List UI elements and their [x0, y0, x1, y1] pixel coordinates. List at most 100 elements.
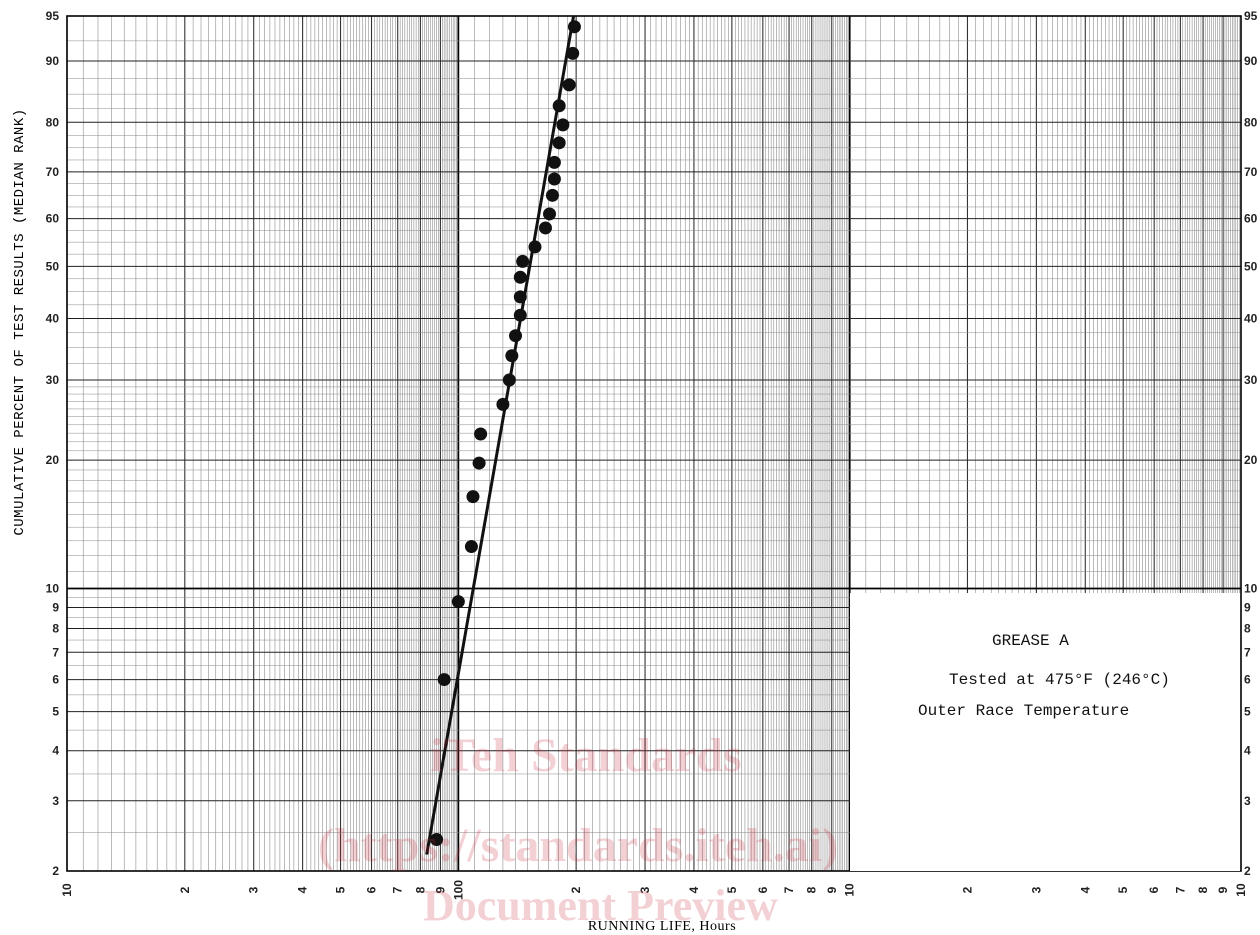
data-point-25: [566, 46, 580, 60]
x-tick-label-26: 9: [1216, 886, 1230, 893]
x-tick-label-24: 7: [1173, 886, 1187, 893]
watermark-line-3: Document Preview: [423, 881, 778, 930]
data-point-18: [545, 188, 559, 202]
y-tick-label-left-7: 9: [52, 600, 59, 614]
fit-line: [425, 15, 576, 855]
watermark-line-1: iTeh Standards: [430, 729, 742, 782]
data-point-7: [496, 397, 510, 411]
x-tick-label-22: 5: [1116, 886, 1130, 893]
y-tick-label-right-16: 90: [1244, 54, 1258, 68]
y-tick-label-right-7: 9: [1244, 600, 1251, 614]
data-point-20: [547, 155, 561, 169]
x-tick-label-0: 10: [60, 883, 74, 897]
legend-title: GREASE A: [992, 632, 1069, 650]
y-tick-label-right-17: 95: [1244, 9, 1258, 23]
x-tick-label-6: 7: [391, 886, 405, 893]
y-tick-label-right-15: 80: [1244, 115, 1258, 129]
chart-grid: [66, 15, 1242, 872]
legend-note: Outer Race Temperature: [918, 702, 1130, 720]
x-tick-label-25: 8: [1196, 886, 1210, 893]
data-point-10: [509, 329, 523, 343]
y-tick-label-right-10: 30: [1244, 373, 1258, 387]
x-tick-label-16: 8: [805, 886, 819, 893]
data-point-4: [466, 490, 480, 504]
data-point-16: [538, 221, 552, 235]
y-tick-label-right-3: 5: [1244, 705, 1251, 719]
data-point-19: [547, 172, 561, 186]
y-tick-label-right-11: 40: [1244, 312, 1258, 326]
y-tick-label-right-12: 50: [1244, 259, 1258, 273]
y-tick-label-right-8: 10: [1244, 582, 1258, 596]
data-point-5: [472, 456, 486, 470]
x-axis-label: RUNNING LIFE, Hours: [588, 919, 736, 934]
legend-test-temperature: Tested at 475°F (246°C): [949, 671, 1170, 689]
y-tick-label-left-14: 70: [46, 165, 60, 179]
x-tick-label-27: 10: [1234, 883, 1248, 897]
x-tick-label-10: 2: [569, 886, 583, 893]
y-tick-label-left-13: 60: [46, 212, 60, 226]
x-tick-label-7: 8: [413, 886, 427, 893]
plot-frame: [66, 15, 1242, 872]
y-tick-label-left-17: 95: [46, 9, 60, 23]
y-tick-label-left-0: 2: [52, 864, 59, 878]
data-point-22: [556, 118, 570, 132]
x-tick-label-17: 9: [825, 886, 839, 893]
x-tick-label-3: 4: [296, 886, 310, 893]
y-tick-label-left-6: 8: [52, 622, 59, 636]
data-point-6: [474, 427, 488, 441]
data-point-23: [552, 99, 566, 113]
y-tick-label-left-1: 3: [52, 794, 59, 808]
y-tick-label-left-5: 7: [52, 645, 59, 659]
y-tick-label-left-12: 50: [46, 259, 60, 273]
x-tick-label-9: 100: [451, 880, 465, 900]
data-point-13: [513, 270, 527, 284]
data-point-21: [552, 136, 566, 150]
x-tick-label-12: 4: [687, 886, 701, 893]
y-tick-label-left-11: 40: [46, 312, 60, 326]
x-tick-label-19: 2: [960, 886, 974, 893]
y-tick-label-right-5: 7: [1244, 645, 1251, 659]
y-tick-label-right-4: 6: [1244, 673, 1251, 687]
y-tick-label-right-9: 20: [1244, 453, 1258, 467]
data-point-12: [513, 290, 527, 304]
x-tick-label-8: 9: [433, 886, 447, 893]
data-point-15: [528, 240, 542, 254]
data-point-0: [430, 832, 444, 846]
y-tick-label-left-15: 80: [46, 115, 60, 129]
data-point-24: [562, 78, 576, 92]
data-point-17: [543, 207, 557, 221]
watermark-line-2: (https://standards.iteh.ai): [318, 819, 839, 872]
data-point-11: [513, 308, 527, 322]
y-tick-label-right-6: 8: [1244, 622, 1251, 636]
data-point-14: [516, 254, 530, 268]
y-axis-label: CUMULATIVE PERCENT OF TEST RESULTS (MEDI…: [12, 108, 28, 535]
y-tick-label-left-3: 5: [52, 705, 59, 719]
y-tick-label-right-1: 3: [1244, 794, 1251, 808]
y-tick-label-left-8: 10: [46, 582, 60, 596]
x-tick-label-5: 6: [365, 886, 379, 893]
y-tick-label-right-13: 60: [1244, 212, 1258, 226]
data-point-2: [451, 595, 465, 609]
x-tick-label-20: 3: [1029, 886, 1043, 893]
x-tick-label-14: 6: [756, 886, 770, 893]
data-point-1: [437, 673, 451, 687]
x-tick-label-15: 7: [782, 886, 796, 893]
data-point-26: [567, 20, 581, 34]
x-tick-label-18: 10: [843, 883, 857, 897]
data-point-8: [502, 373, 516, 387]
y-tick-label-left-4: 6: [52, 673, 59, 687]
y-tick-label-right-0: 2: [1244, 864, 1251, 878]
y-tick-label-right-14: 70: [1244, 165, 1258, 179]
x-tick-label-11: 3: [638, 886, 652, 893]
data-point-3: [464, 540, 478, 554]
y-tick-label-left-16: 90: [46, 54, 60, 68]
x-tick-label-2: 3: [247, 886, 261, 893]
y-tick-label-left-10: 30: [46, 373, 60, 387]
x-tick-label-13: 5: [725, 886, 739, 893]
x-tick-label-21: 4: [1078, 886, 1092, 893]
x-tick-label-23: 6: [1147, 886, 1161, 893]
chart-marks: [425, 15, 581, 855]
legend-box: GREASE A Tested at 475°F (246°C) Outer R…: [850, 593, 1240, 871]
